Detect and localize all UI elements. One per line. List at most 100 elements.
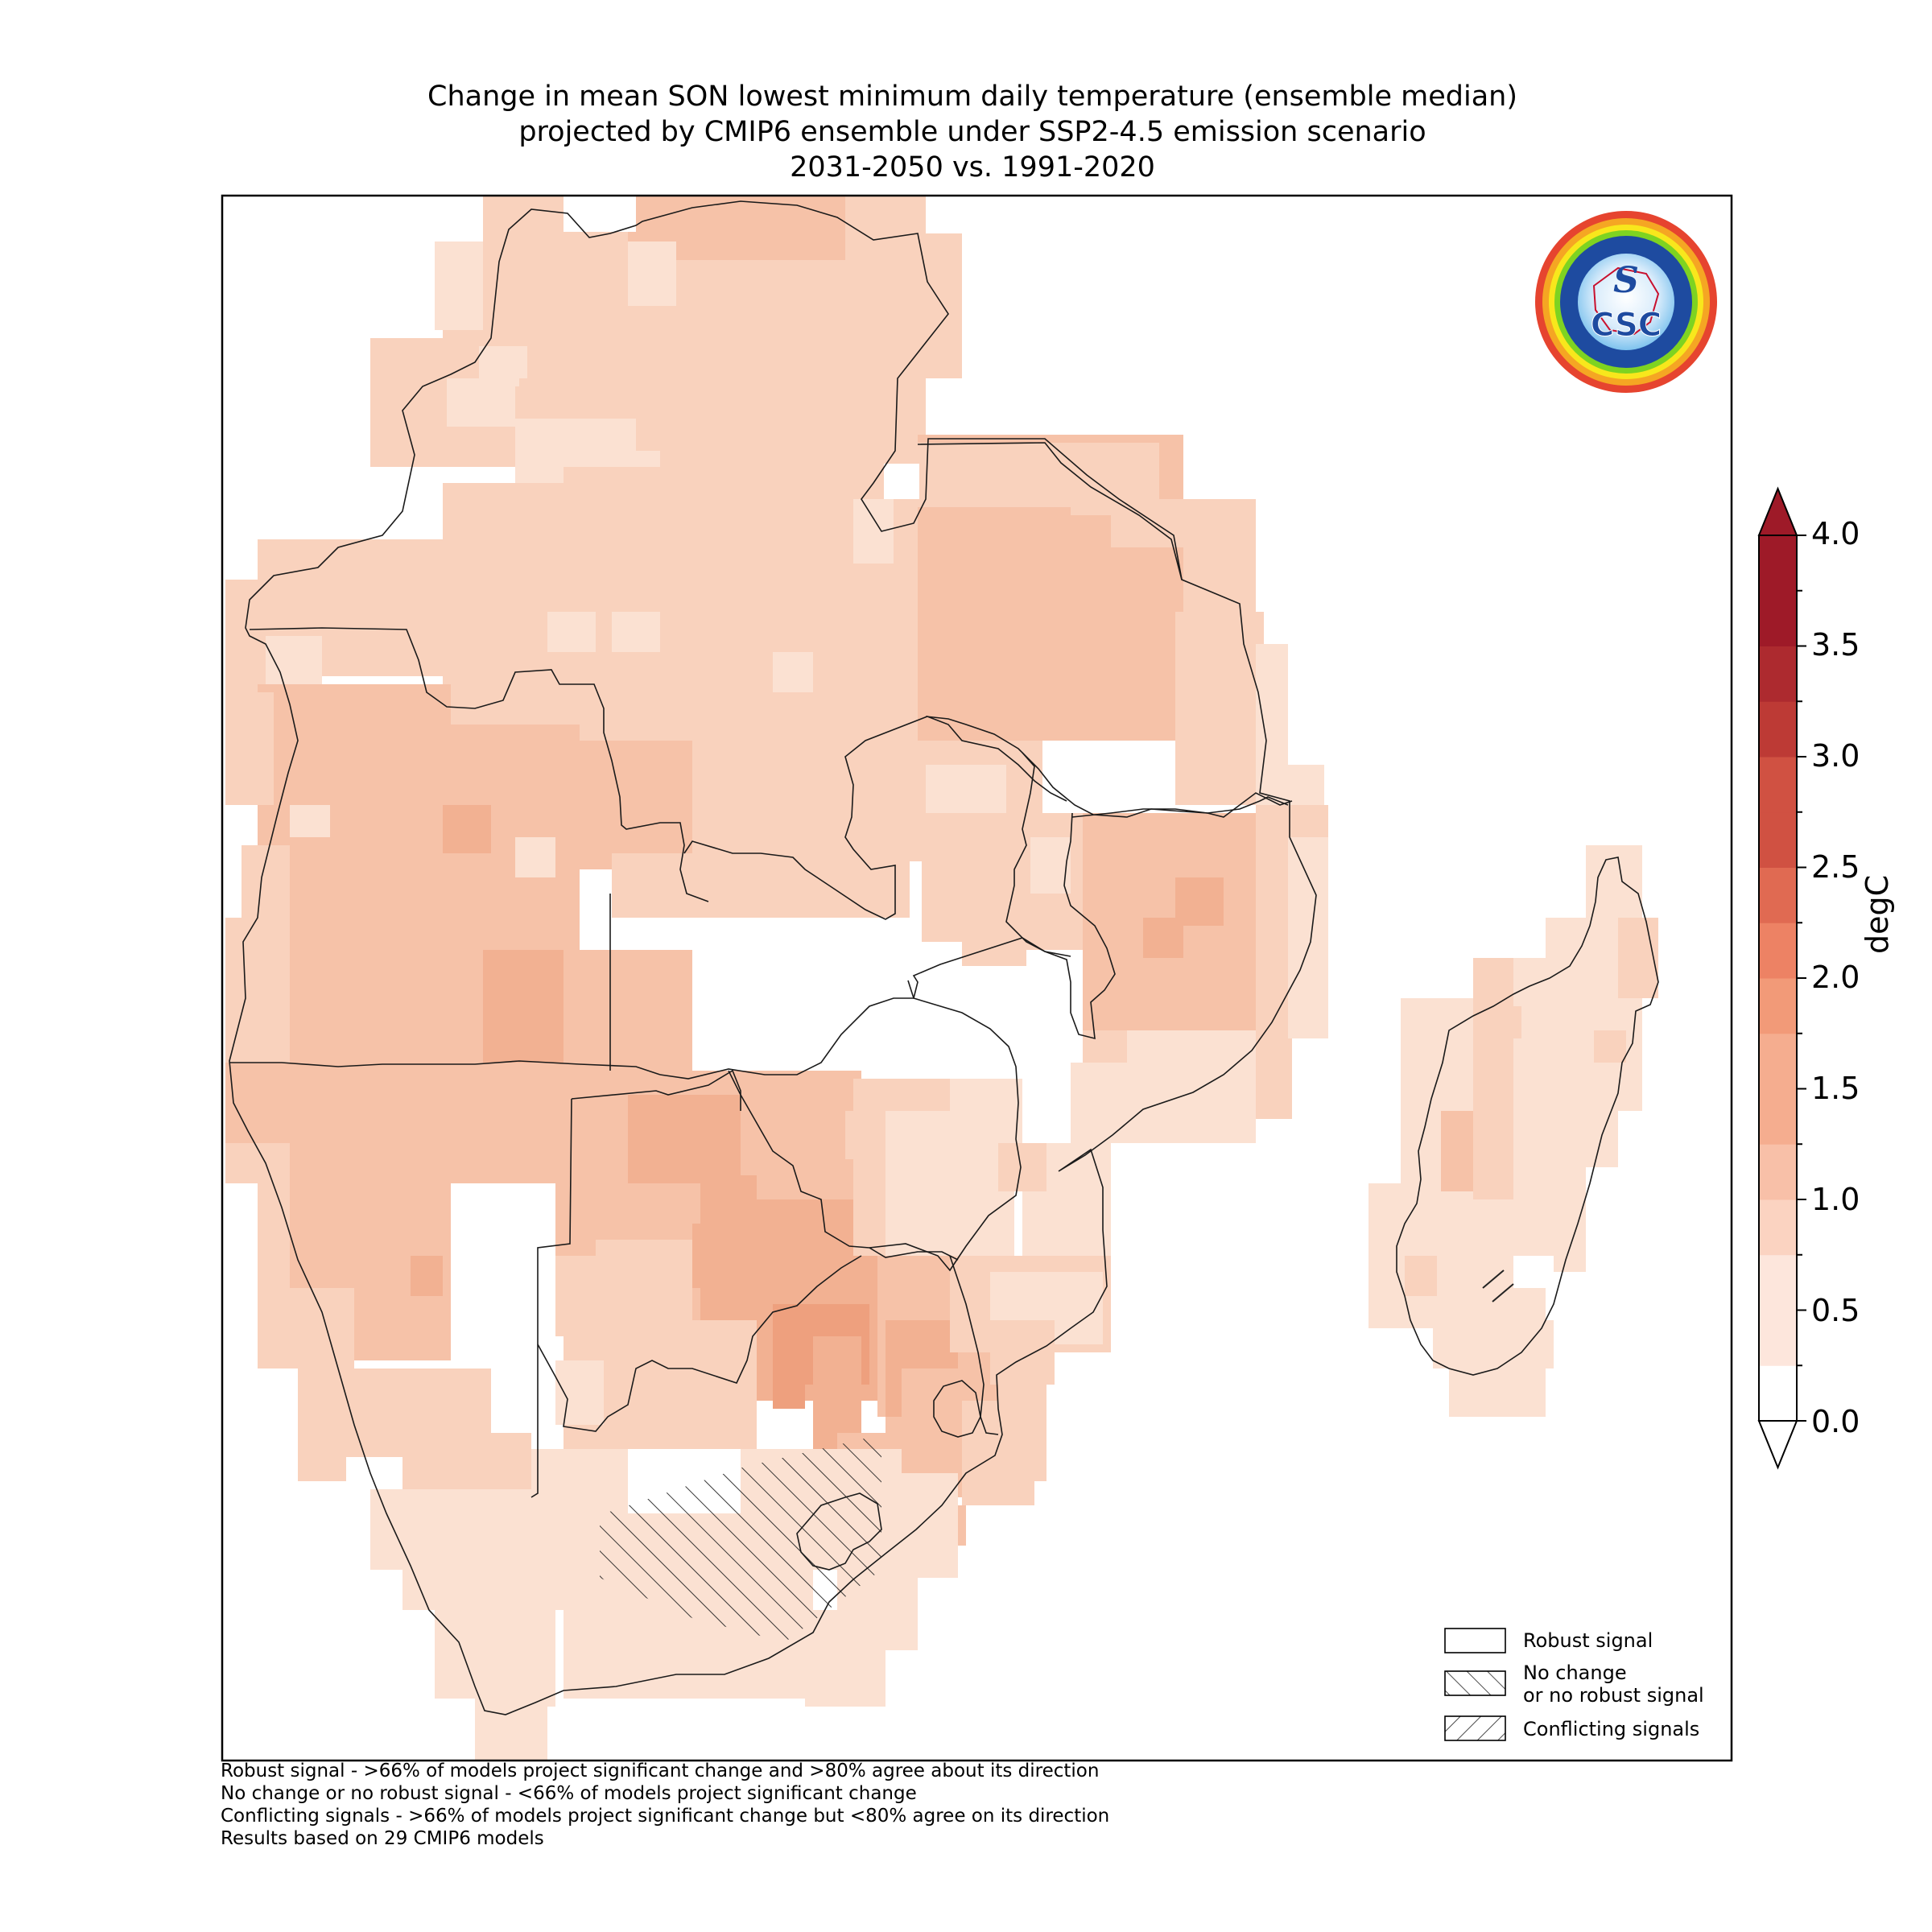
- grid-cell: [443, 805, 491, 853]
- border-tanzania-north: [917, 442, 1183, 580]
- legend-robust-label: Robust signal: [1523, 1629, 1653, 1652]
- cb-tick-4: 2.0: [1811, 960, 1860, 995]
- footnotes: Robust signal - >66% of models project s…: [221, 1760, 1109, 1850]
- grid-cell: [447, 378, 519, 427]
- grid-cell: [1175, 612, 1264, 805]
- cb-tick-0: 0.0: [1811, 1404, 1860, 1439]
- colorbar-segment: [1759, 867, 1797, 923]
- border-botswana-zimbabwe: [728, 1070, 870, 1249]
- title-line-3: 2031-2050 vs. 1991-2020: [790, 151, 1155, 184]
- legend-conflicting-swatch: [1444, 1715, 1506, 1741]
- cb-tick-6: 3.0: [1811, 738, 1860, 774]
- grid-cell: [886, 1473, 958, 1578]
- chart-title: Change in mean SON lowest minimum daily …: [217, 79, 1728, 185]
- grid-cell: [773, 1368, 805, 1409]
- no-robust-signal-hatch: [600, 1435, 881, 1642]
- madagascar-hatch: [1482, 1269, 1514, 1302]
- grid-cell: [1433, 1320, 1481, 1368]
- logo-csc-text: CSC: [1591, 307, 1662, 344]
- colorbar-segment: [1759, 1254, 1797, 1311]
- legend-no-change-label-2: or no robust signal: [1523, 1684, 1704, 1707]
- grid-cell: [773, 652, 813, 692]
- cb-tick-3: 1.5: [1811, 1071, 1860, 1106]
- colorbar-segment: [1759, 590, 1797, 646]
- colorbar-label: degC: [1860, 874, 1895, 954]
- lake-gap: [564, 196, 636, 232]
- grid-cell: [612, 612, 660, 652]
- grid-cell: [1256, 644, 1288, 805]
- eswatini: [933, 1380, 981, 1438]
- grid-cell: [1071, 443, 1111, 515]
- grid-cell: [1618, 918, 1658, 998]
- grid-cell: [813, 1336, 861, 1449]
- grid-cell: [258, 1288, 354, 1368]
- grid-cell: [805, 1642, 886, 1707]
- legend-conflicting-label: Conflicting signals: [1523, 1718, 1700, 1740]
- legend-no-change-swatch: [1444, 1670, 1506, 1696]
- grid-cell: [515, 837, 555, 877]
- colorbar-segment: [1759, 646, 1797, 702]
- mainland-coastline: [229, 200, 1317, 1715]
- colorbar-segment: [1759, 757, 1797, 813]
- grid-cell: [660, 266, 902, 491]
- grid-cell: [564, 950, 692, 1071]
- title-line-1: Change in mean SON lowest minimum daily …: [427, 80, 1517, 113]
- grid-cell: [926, 765, 1006, 813]
- border-zambia-zimbabwe: [659, 937, 1071, 1080]
- madagascar: [1396, 857, 1659, 1376]
- border-zimbabwe-mozambique: [869, 980, 1022, 1272]
- border-namibia-southafrica: [530, 1098, 572, 1498]
- grid-cell: [998, 1368, 1046, 1481]
- grid-cell: [1216, 523, 1256, 612]
- colorbar-extend-min: [1757, 1420, 1798, 1470]
- grid-cell: [1441, 1111, 1473, 1191]
- grid-cell: [1554, 1159, 1586, 1272]
- grid-cell: [628, 242, 676, 306]
- grid-cell: [1417, 1063, 1465, 1111]
- border-mozambique-tanzania: [1071, 796, 1289, 818]
- grid-cell: [1594, 1030, 1626, 1063]
- sadc-csc-logo: S CSC: [1535, 211, 1717, 393]
- colorbar-segment: [1759, 1199, 1797, 1256]
- grid-cell: [612, 853, 692, 918]
- grid-cell: [853, 499, 894, 564]
- grid-cell: [443, 483, 572, 580]
- grid-cell: [443, 580, 564, 741]
- footnote-2: No change or no robust signal - <66% of …: [221, 1783, 917, 1804]
- svg-text:S: S: [1613, 260, 1639, 301]
- grid-cell: [555, 1360, 604, 1425]
- grid-cell: [435, 242, 491, 330]
- colorbar-segment: [1759, 978, 1797, 1034]
- grid-cell: [547, 612, 596, 652]
- border-namibia-botswana: [571, 1069, 741, 1111]
- country-boundaries: [229, 200, 1659, 1715]
- cb-tick-7: 3.5: [1811, 627, 1860, 663]
- legend-no-change-label-1: No change: [1523, 1662, 1627, 1684]
- footnote-4: Results based on 29 CMIP6 models: [221, 1828, 544, 1849]
- grid-cell: [1405, 1256, 1437, 1296]
- colorbar-segment: [1759, 811, 1797, 868]
- grid-cell: [266, 636, 322, 692]
- grid-cell: [1143, 918, 1183, 958]
- cb-tick-2: 1.0: [1811, 1182, 1860, 1217]
- grid-cell: [588, 419, 636, 467]
- grid-cell: [479, 346, 527, 378]
- border-malawi: [1005, 752, 1116, 1040]
- legend-robust-swatch: [1444, 1628, 1506, 1653]
- temperature-grid: [225, 196, 1658, 1761]
- border-southafrica-mozambique: [949, 1255, 999, 1435]
- colorbar-segment: [1759, 1365, 1797, 1422]
- border-botswana-south: [537, 1255, 862, 1432]
- colorbar: [1757, 486, 1806, 1470]
- grid-cell: [918, 443, 1159, 507]
- colorbar-segment: [1759, 1088, 1797, 1145]
- grid-cell: [290, 805, 330, 837]
- colorbar-extend-max: [1757, 486, 1798, 536]
- colorbar-segment: [1759, 1033, 1797, 1089]
- grid-cell: [757, 1071, 861, 1199]
- colorbar-segment: [1759, 701, 1797, 758]
- grid-cell: [1111, 499, 1183, 547]
- border-drc-zambia: [683, 716, 1067, 920]
- border-angola-namibia: [229, 1060, 661, 1075]
